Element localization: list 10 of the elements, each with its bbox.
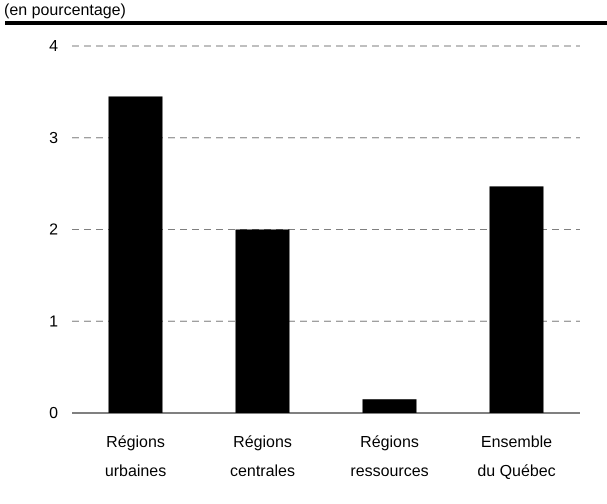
chart-subtitle: (en pourcentage)	[4, 2, 126, 19]
x-tick-label: Régions urbaines	[104, 434, 166, 480]
y-tick-label: 1	[49, 313, 58, 330]
x-tick-label: Régions centrales	[230, 434, 295, 480]
y-tick-label: 0	[49, 405, 58, 422]
y-tick-label: 3	[49, 130, 58, 147]
x-tick-label: Ensemble du Québec	[477, 434, 556, 480]
y-tick-label: 4	[49, 38, 58, 56]
y-tick-label: 2	[49, 222, 58, 239]
x-tick-label: Régions ressources	[350, 434, 429, 480]
